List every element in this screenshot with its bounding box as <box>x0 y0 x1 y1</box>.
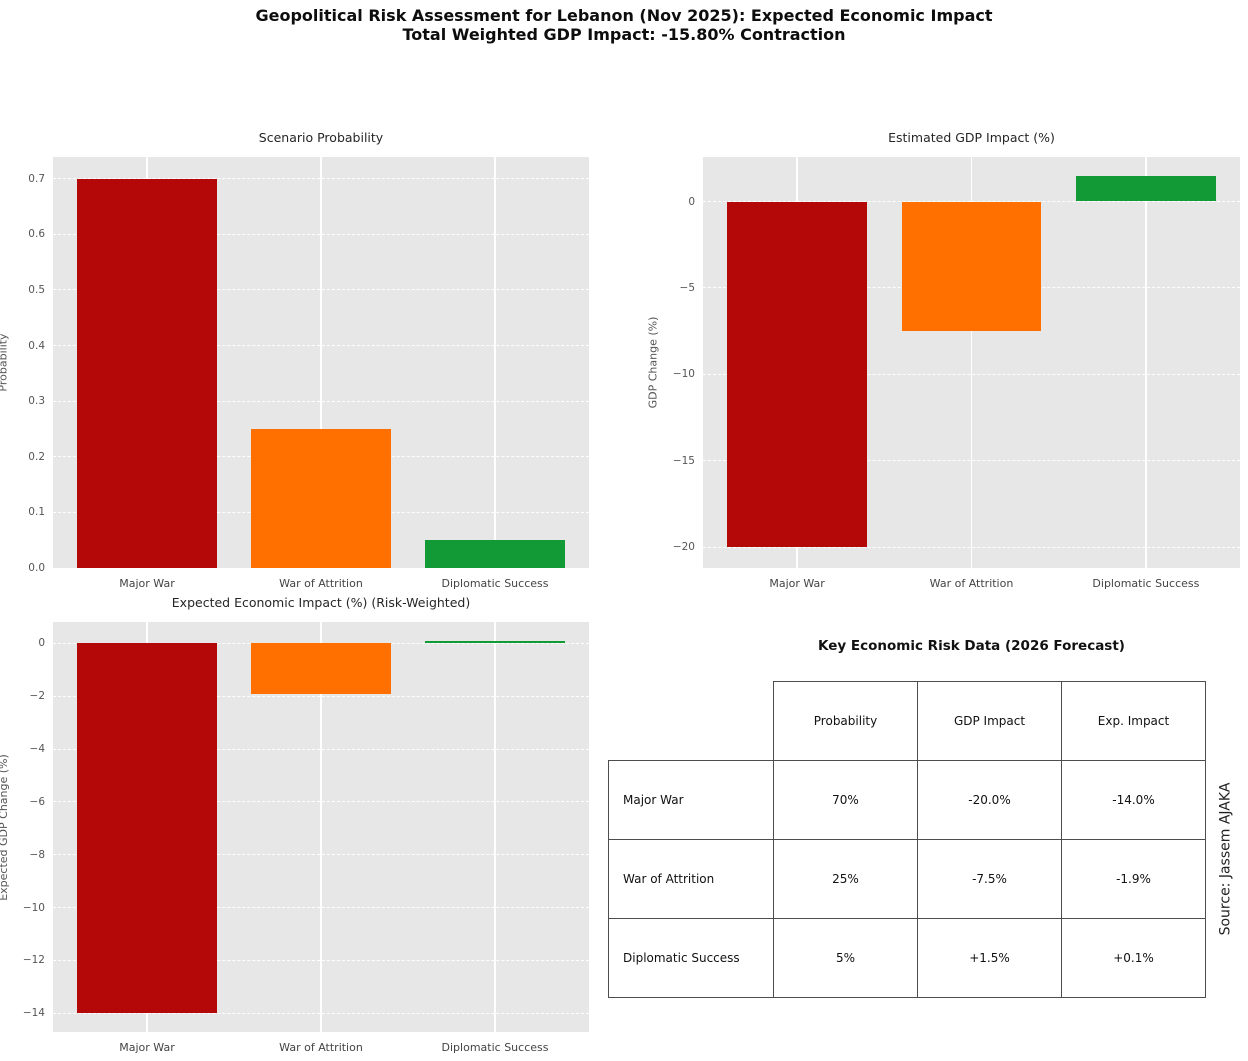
table-row: War of Attrition 25% -7.5% -1.9% <box>608 839 1206 919</box>
y-tick-label: 0.1 <box>28 506 45 519</box>
table-header-cell: GDP Impact <box>917 681 1062 761</box>
gridline-v <box>970 157 973 568</box>
gridline-h <box>703 546 1240 548</box>
gridline-v <box>1145 157 1147 568</box>
table-cell: 5% <box>773 918 918 998</box>
x-tick-label: Major War <box>769 577 825 590</box>
gridline-h <box>53 748 589 750</box>
table-cell: +1.5% <box>917 918 1062 998</box>
y-tick-label: 0.4 <box>28 339 45 352</box>
y-tick-label: 0 <box>38 637 45 650</box>
gridline-h <box>703 373 1240 375</box>
risk-data-table: Probability GDP Impact Exp. Impact Major Wa… <box>608 681 1206 998</box>
table-corner-cell <box>609 682 774 761</box>
bar-major-war <box>77 178 217 568</box>
y-tick-label: −15 <box>672 454 695 467</box>
bar-war-of-attrition <box>251 429 391 568</box>
gridline-h <box>53 854 589 856</box>
table-header-cell: Exp. Impact <box>1061 681 1206 761</box>
figure-title: Geopolitical Risk Assessment for Lebanon… <box>0 6 1248 44</box>
table-cell: 70% <box>773 760 918 840</box>
gridline-v <box>494 622 496 1032</box>
gridline-v <box>320 622 322 1032</box>
bar-major-war <box>727 201 867 548</box>
figure-title-line2: Total Weighted GDP Impact: -15.80% Contr… <box>402 25 846 44</box>
y-tick-label: −2 <box>29 690 45 703</box>
chart-title: Expected Economic Impact (%) (Risk-Weigh… <box>171 595 471 610</box>
plot-area <box>53 622 589 1032</box>
bar-diplomatic-success <box>425 540 565 568</box>
y-tick-label: −6 <box>29 795 45 808</box>
gridline-h <box>53 907 589 909</box>
y-tick-label: 0.5 <box>28 283 45 296</box>
table-row-label: Major War <box>608 760 774 840</box>
gridline-h <box>53 1012 589 1014</box>
gridline-h <box>53 959 589 961</box>
table-row: Major War 70% -20.0% -14.0% <box>608 760 1206 840</box>
table-row-label: Diplomatic Success <box>608 918 774 998</box>
table-cell: -20.0% <box>917 760 1062 840</box>
y-axis-label: GDP Change (%) <box>646 316 660 409</box>
table-header-cell: Probability <box>773 681 918 761</box>
x-tick-label: War of Attrition <box>929 577 1014 590</box>
gridline-h <box>53 695 589 697</box>
chart-title: Scenario Probability <box>258 130 384 145</box>
bar-diplomatic-success <box>425 640 565 644</box>
table-cell: -14.0% <box>1061 760 1206 840</box>
gridline-h <box>703 460 1240 462</box>
y-tick-label: 0.0 <box>28 562 45 574</box>
y-tick-label: −8 <box>29 848 45 861</box>
bar-war-of-attrition <box>251 643 391 694</box>
chart-scenario-probability: Scenario Probability Probability 0.0 0.1 0… <box>0 130 589 590</box>
gridline-h <box>53 233 589 235</box>
y-tick-label: −10 <box>22 901 45 914</box>
bar-war-of-attrition <box>901 201 1042 332</box>
y-tick-label: 0.2 <box>28 450 45 463</box>
y-tick-label: 0.3 <box>28 395 45 408</box>
table-cell: +0.1% <box>1061 918 1206 998</box>
bar-major-war <box>77 643 217 1014</box>
y-tick-label: 0.6 <box>28 228 45 241</box>
y-tick-label: −14 <box>22 1007 45 1020</box>
table-row: Diplomatic Success 5% +1.5% +0.1% <box>608 918 1206 998</box>
y-axis-label: Expected GDP Change (%) <box>0 753 10 901</box>
y-tick-label: −20 <box>672 541 695 554</box>
x-tick-label: Major War <box>119 1041 175 1054</box>
table-cell: -7.5% <box>917 839 1062 919</box>
plot-area <box>703 157 1240 568</box>
table-title: Key Economic Risk Data (2026 Forecast) <box>818 638 1125 654</box>
gridline-v <box>494 157 496 568</box>
chart-expected-economic-impact: Expected Economic Impact (%) (Risk-Weigh… <box>0 595 589 1054</box>
table-cell: -1.9% <box>1061 839 1206 919</box>
gridline-v <box>320 157 322 568</box>
chart-estimated-gdp-impact: Estimated GDP Impact (%) GDP Change (%) … <box>647 130 1240 590</box>
y-tick-label: 0.7 <box>28 172 45 185</box>
source-note: Source: Jassem AJAKA <box>1217 782 1234 936</box>
figure-title-line1: Geopolitical Risk Assessment for Lebanon… <box>255 6 993 25</box>
x-tick-label: Diplomatic Success <box>441 577 549 590</box>
chart-title: Estimated GDP Impact (%) <box>888 130 1055 145</box>
bar-diplomatic-success <box>1076 175 1216 202</box>
gridline-h <box>53 801 589 803</box>
y-tick-label: −4 <box>29 743 45 756</box>
gridline-h <box>53 400 589 402</box>
plot-area <box>53 157 589 568</box>
table-row-label: War of Attrition <box>608 839 774 919</box>
x-tick-label: Diplomatic Success <box>441 1041 549 1054</box>
x-tick-label: Diplomatic Success <box>1092 577 1200 590</box>
y-tick-label: 0 <box>688 195 695 208</box>
y-tick-label: −12 <box>22 954 45 967</box>
y-tick-label: −5 <box>679 281 695 294</box>
x-tick-label: War of Attrition <box>279 1041 363 1054</box>
gridline-h <box>53 345 589 346</box>
gridline-h <box>53 289 589 291</box>
x-tick-label: War of Attrition <box>279 577 363 590</box>
x-tick-label: Major War <box>119 577 175 590</box>
y-tick-label: −10 <box>672 368 695 381</box>
gridline-h <box>53 178 589 180</box>
table-cell: 25% <box>773 839 918 919</box>
